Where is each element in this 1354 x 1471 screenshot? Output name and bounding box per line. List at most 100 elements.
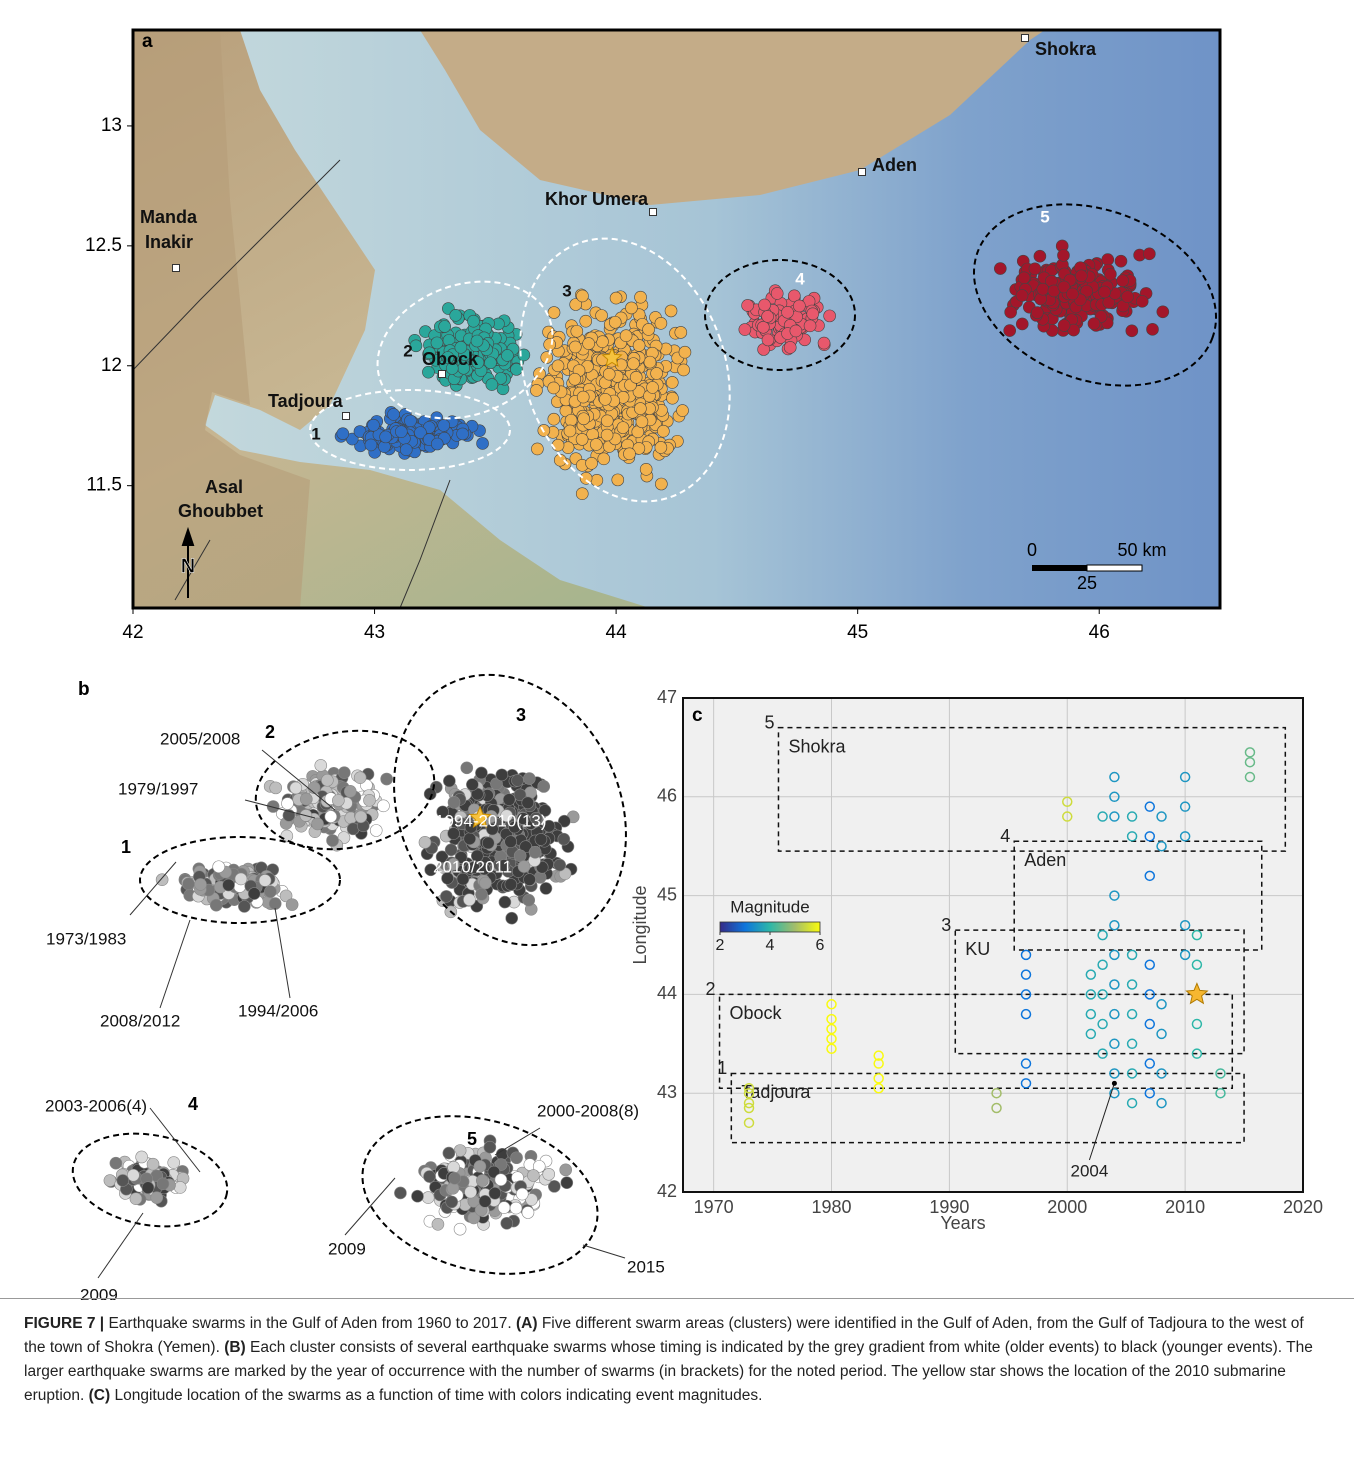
cluster-number: 5 [467,1129,477,1149]
cluster-number: 2 [403,341,412,360]
x-tick-label: 45 [847,622,868,643]
annotation: 1973/1983 [46,929,126,948]
colorbar-tick-label: 6 [816,937,825,954]
annotation: 1994/2006 [238,1001,318,1020]
region-number: 2 [706,979,716,999]
annotation: 2009 [328,1239,366,1258]
place-label: Shokra [1035,39,1097,59]
cluster-number: 3 [516,705,526,725]
region-label: KU [965,939,990,959]
caption: FIGURE 7 | Earthquake swarms in the Gulf… [24,1312,1329,1408]
place-label: Manda [140,207,198,227]
y-tick-label: 42 [657,1181,677,1201]
caption-text: Earthquake swarms in the Gulf of Aden fr… [104,1315,516,1332]
scale-bar [1087,565,1142,571]
x-tick-label: 1980 [811,1197,851,1217]
region-number: 1 [717,1058,727,1078]
region-number: 4 [1000,826,1010,846]
place-label: Inakir [145,232,193,252]
y-tick-label: 44 [657,983,677,1003]
caption-text: (A) [516,1315,538,1332]
x-tick-label: 44 [606,622,628,643]
place-marker [343,413,350,420]
leader-line [275,908,290,998]
y-tick-label: 13 [101,115,122,136]
y-tick-label: 43 [657,1082,677,1102]
caption-rule [0,1298,1354,1299]
x-tick-label: 2020 [1283,1197,1323,1217]
place-marker [173,265,180,272]
plot-area [683,698,1303,1192]
panel-label: b [78,679,90,700]
scale-bar [1032,565,1087,571]
scale-label: 50 km [1117,540,1166,560]
region-number: 5 [764,712,774,732]
colorbar [720,922,820,932]
cluster-number: 1 [121,837,131,857]
region-label: Aden [1024,850,1066,870]
region-number: 3 [941,915,951,935]
annotation: 2000-2008(8) [537,1101,639,1120]
annotation: 2003-2006(4) [45,1096,147,1115]
colorbar-tick-label: 2 [716,937,725,954]
region-label: Shokra [788,736,846,756]
leader-line [98,1213,143,1278]
x-tick-label: 2000 [1047,1197,1087,1217]
region-label: Obock [730,1003,783,1023]
cluster-number: 4 [795,269,805,288]
leader-line [160,920,190,1008]
annotation: 1994-2010(13) [435,811,547,830]
place-marker [439,371,446,378]
y-tick-label: 12.5 [85,235,122,256]
place-marker [1022,35,1029,42]
y-tick-label: 46 [657,786,677,806]
y-axis-title: Longitude [630,885,650,964]
cluster-number: 5 [1040,207,1049,226]
place-marker [859,169,866,176]
leader-line [583,1245,625,1258]
annotation: 2005/2008 [160,729,240,748]
leader-line [345,1178,395,1235]
colorbar-tick-label: 4 [766,937,775,954]
x-tick-label: 2010 [1165,1197,1205,1217]
cluster-number: 3 [562,281,571,300]
place-marker [650,209,657,216]
caption-text: (B) [224,1339,246,1356]
x-tick-label: 46 [1089,622,1110,643]
annotation: 2010/2011 [433,857,512,876]
annotation-point [1112,1081,1117,1086]
caption-text: (C) [89,1387,111,1404]
x-tick-label: 42 [122,622,143,643]
y-tick-label: 11.5 [86,475,122,496]
annotation: 2004 [1070,1161,1108,1180]
place-label: Aden [872,155,917,175]
cluster-number: 1 [311,424,320,443]
panel-label: a [142,31,153,52]
north-label: N [181,555,195,577]
page: 424344454611.51212.513aShokraAdenKhor Um… [0,0,1354,1471]
cluster-number: 2 [265,722,275,742]
caption-label: FIGURE 7 | [24,1315,104,1332]
scale-label: 0 [1027,540,1037,560]
cluster-number: 4 [188,1094,198,1114]
place-label: Asal [205,477,243,497]
y-tick-label: 45 [657,884,677,904]
colorbar-title: Magnitude [730,897,809,916]
y-tick-label: 47 [657,687,677,707]
place-label: Tadjoura [268,391,344,411]
panel-label: c [692,705,703,726]
x-tick-label: 1970 [694,1197,734,1217]
x-tick-label: 43 [364,622,385,643]
scale-label: 25 [1077,573,1097,593]
place-label: Obock [422,349,479,369]
leader-line [130,862,176,915]
place-label: Khor Umera [545,189,649,209]
caption-text: Longitude location of the swarms as a fu… [110,1387,762,1404]
y-tick-label: 12 [101,355,122,376]
annotation: 2015 [627,1257,665,1276]
place-label: Ghoubbet [178,501,263,521]
x-axis-title: Years [940,1213,985,1233]
annotation: 2008/2012 [100,1011,180,1030]
figure: 424344454611.51212.513aShokraAdenKhor Um… [0,0,1354,1300]
annotation: 1979/1997 [118,779,198,798]
